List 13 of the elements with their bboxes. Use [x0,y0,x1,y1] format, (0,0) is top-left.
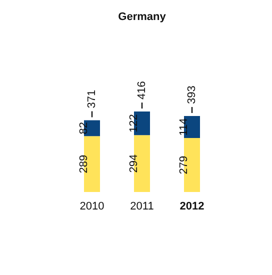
data-label: 122 [128,114,140,133]
total-label: 416 [136,81,148,100]
data-label: 289 [78,154,90,174]
x-tick-label: 2012 [180,200,204,212]
data-label: 294 [128,154,140,173]
data-label: 82 [78,122,90,134]
data-label: 279 [178,156,190,174]
total-label: 371 [86,90,98,108]
x-tick-label: 2010 [80,200,104,212]
data-label: 114 [178,118,190,136]
chart-title: Germany [118,11,167,23]
x-tick-label: 2011 [130,200,154,212]
total-label: 393 [186,86,198,104]
